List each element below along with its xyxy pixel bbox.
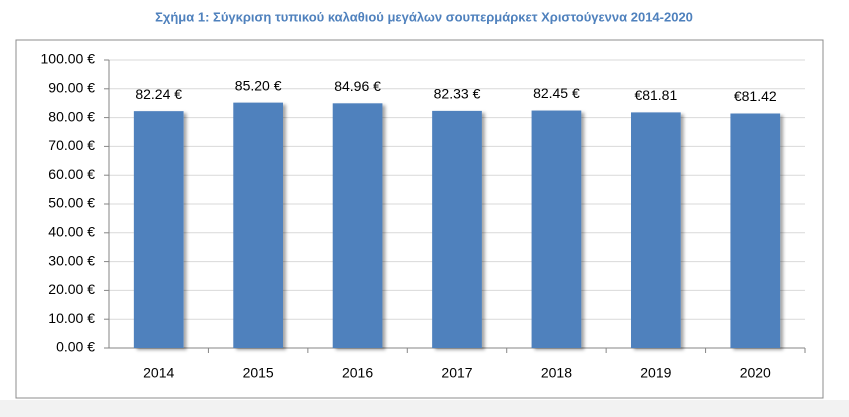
footer-strip — [0, 400, 849, 417]
bar — [332, 103, 383, 348]
data-label: 82.33 € — [434, 86, 481, 102]
x-tick-label: 2015 — [243, 365, 274, 381]
x-tick-label: 2019 — [640, 365, 671, 381]
y-tick-label: 10.00 € — [48, 310, 95, 326]
y-tick-label: 60.00 € — [48, 166, 95, 182]
y-tick-label: 80.00 € — [48, 108, 95, 124]
data-label: 85.20 € — [235, 77, 282, 93]
y-tick-label: 50.00 € — [48, 195, 95, 211]
x-tick-label: 2018 — [541, 365, 572, 381]
x-tick-label: 2017 — [441, 365, 472, 381]
y-tick-label: 30.00 € — [48, 252, 95, 268]
x-tick-label: 2016 — [342, 365, 373, 381]
bar — [432, 110, 482, 348]
x-tick-label: 2014 — [143, 365, 174, 381]
x-tick-label: 2020 — [740, 365, 771, 381]
bar — [730, 113, 781, 348]
y-tick-label: 100.00 € — [41, 51, 96, 67]
data-label: €81.81 — [634, 87, 677, 103]
data-label: 82.24 € — [135, 86, 182, 102]
data-label: €81.42 — [734, 88, 777, 104]
bar — [233, 102, 283, 349]
chart-title: Σχήμα 1: Σύγκριση τυπικού καλαθιού μεγάλ… — [155, 9, 693, 24]
data-label: 82.45 € — [533, 85, 580, 101]
y-tick-label: 40.00 € — [48, 224, 95, 240]
data-label: 84.96 € — [334, 78, 381, 94]
bar — [631, 112, 681, 348]
y-tick-label: 20.00 € — [48, 281, 95, 297]
y-tick-label: 0.00 € — [56, 339, 95, 355]
bar — [133, 111, 184, 348]
y-tick-label: 70.00 € — [48, 137, 95, 153]
y-tick-label: 90.00 € — [48, 80, 95, 96]
bar — [531, 110, 582, 348]
